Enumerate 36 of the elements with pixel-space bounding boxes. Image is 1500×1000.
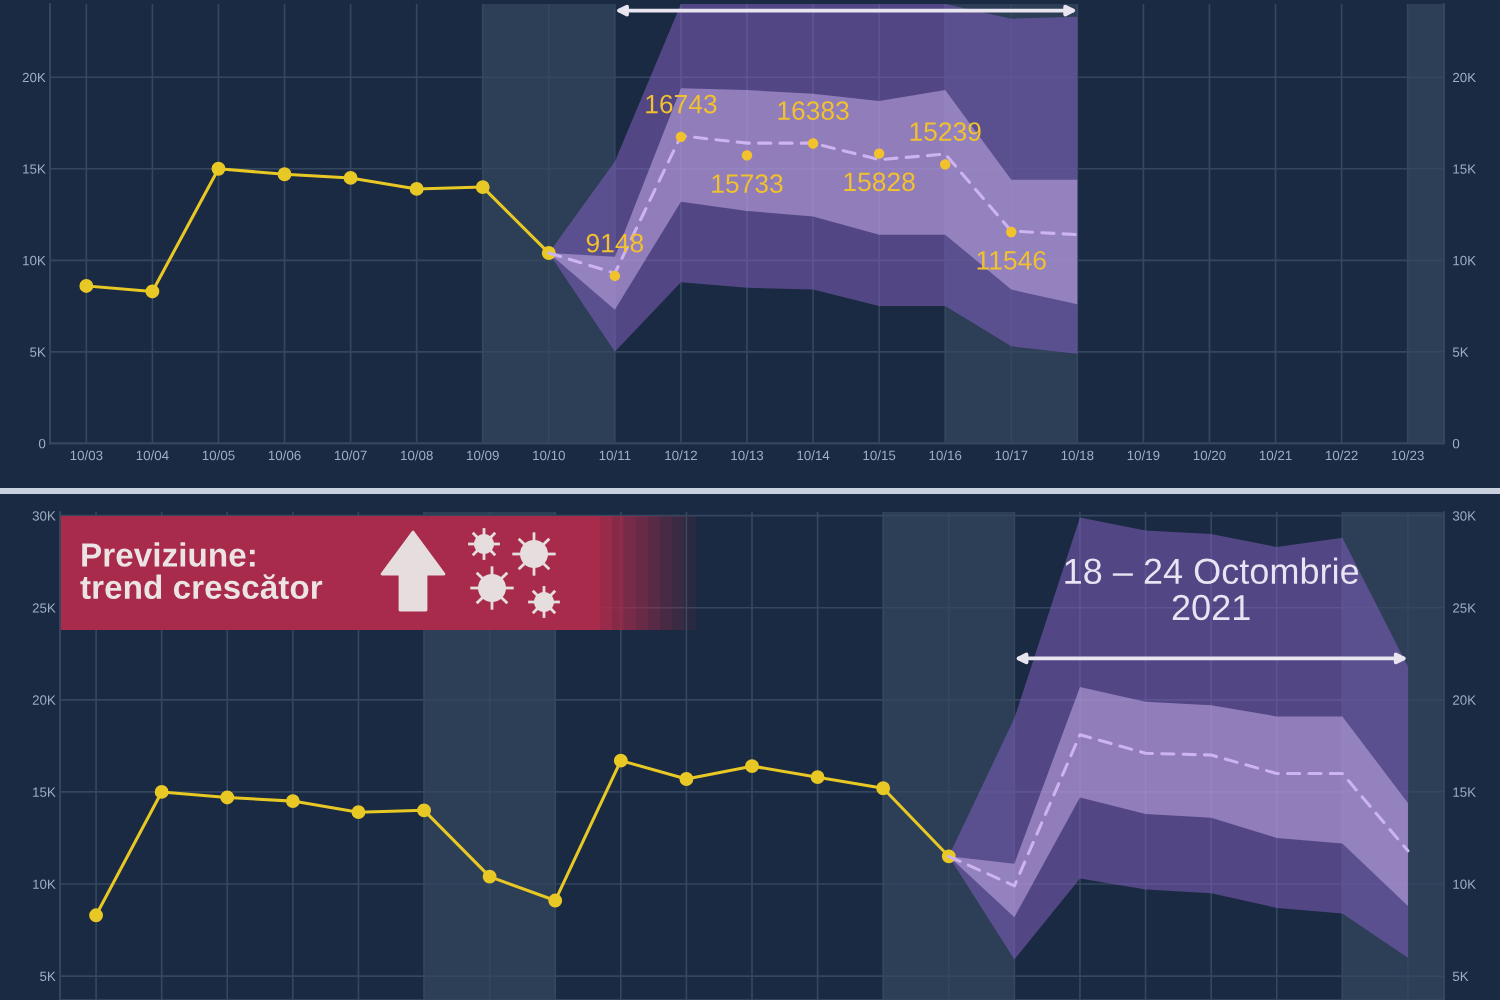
- point: [940, 159, 951, 170]
- data-label: 15733: [712, 174, 783, 193]
- point: [1006, 226, 1017, 238]
- point: [277, 167, 292, 182]
- point: [609, 270, 621, 282]
- data-label: 11546: [977, 250, 1046, 270]
- point: [417, 803, 431, 818]
- point: [613, 753, 628, 768]
- point: [810, 770, 825, 785]
- point: [807, 138, 819, 149]
- point: [482, 869, 497, 884]
- point: [154, 784, 169, 799]
- data-label: 15828: [844, 172, 915, 192]
- point: [220, 790, 235, 805]
- point: [343, 170, 358, 185]
- point: [873, 148, 885, 159]
- point: [285, 794, 300, 809]
- point: [351, 805, 366, 820]
- point: [475, 180, 490, 195]
- point: [679, 772, 694, 786]
- annotation: Previziune: trend crescător: [80, 542, 323, 600]
- data-label: 16383: [778, 101, 849, 120]
- point: [548, 893, 563, 908]
- point: [89, 908, 104, 923]
- data-label: 16743: [646, 94, 717, 114]
- data-label: 15239: [910, 122, 981, 141]
- point: [745, 759, 759, 774]
- annotation: 18 – 24 Octombrie 2021: [1065, 557, 1359, 621]
- data-label: 9148: [586, 233, 644, 253]
- point: [741, 150, 753, 161]
- point: [145, 284, 160, 299]
- point: [675, 131, 687, 143]
- point: [876, 781, 891, 796]
- point: [79, 279, 94, 293]
- point: [409, 181, 424, 196]
- point: [211, 161, 226, 176]
